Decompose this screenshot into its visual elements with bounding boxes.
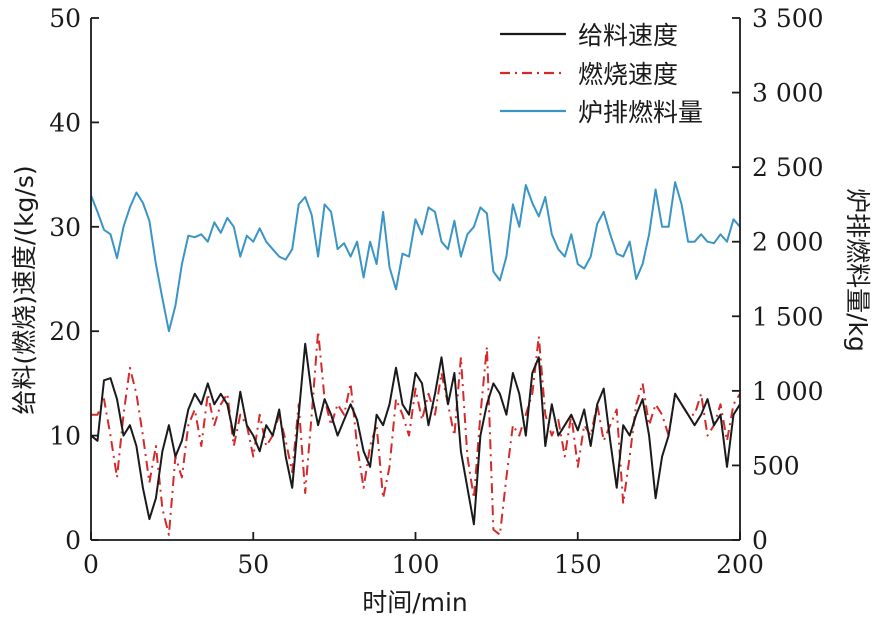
y-right-axis-title: 炉排燃料量/kg bbox=[843, 188, 872, 352]
series-line-0 bbox=[90, 342, 741, 526]
series-layer bbox=[90, 181, 741, 536]
y-right-tick-label: 2 500 bbox=[752, 153, 824, 182]
legend-label-feed-rate: 给料速度 bbox=[578, 21, 678, 50]
legend: 给料速度 燃烧速度 炉排燃料量 bbox=[500, 21, 703, 127]
y-left-tick-label: 0 bbox=[65, 526, 81, 555]
y-left-tick-label: 10 bbox=[49, 422, 81, 451]
y-left-tick-label: 30 bbox=[49, 213, 81, 242]
x-axis-title: 时间/min bbox=[362, 588, 468, 617]
y-right-tick-label: 3 000 bbox=[752, 79, 824, 108]
series-line-1 bbox=[91, 330, 741, 536]
x-tick-label: 150 bbox=[554, 550, 602, 579]
y-left-tick-label: 50 bbox=[49, 4, 81, 33]
y-left-tick-label: 20 bbox=[49, 317, 81, 346]
y-right-tick-label: 0 bbox=[752, 526, 768, 555]
legend-label-burn-rate: 燃烧速度 bbox=[578, 60, 678, 89]
y-right-tick-label: 2 000 bbox=[752, 228, 824, 257]
legend-label-grate-fuel: 炉排燃料量 bbox=[578, 98, 703, 127]
y-left-axis-title: 给料(燃烧)速度/(kg/s) bbox=[10, 165, 39, 414]
x-tick-label: 0 bbox=[83, 550, 99, 579]
y-right-tick-label: 500 bbox=[752, 451, 800, 480]
series-line-2 bbox=[90, 181, 741, 333]
y-right-tick-label: 1 000 bbox=[752, 377, 824, 406]
x-tick-label: 100 bbox=[392, 550, 440, 579]
y-left-tick-label: 40 bbox=[49, 108, 81, 137]
y-right-tick-label: 3 500 bbox=[752, 4, 824, 33]
x-tick-label: 200 bbox=[716, 550, 764, 579]
axes bbox=[90, 18, 741, 541]
x-tick-label: 50 bbox=[237, 550, 269, 579]
y-right-tick-label: 1 500 bbox=[752, 302, 824, 331]
